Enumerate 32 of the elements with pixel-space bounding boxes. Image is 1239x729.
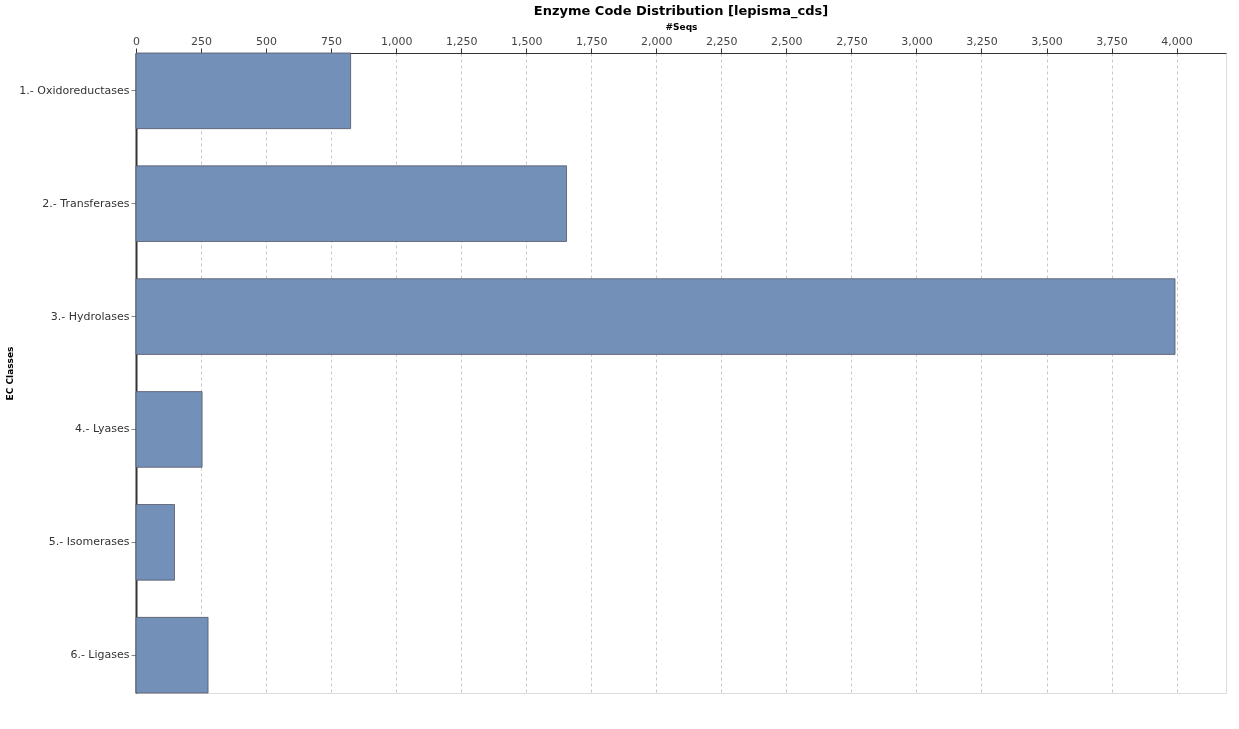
x-tick-label: 0 xyxy=(133,34,140,48)
x-tick-label: 3,750 xyxy=(1096,34,1128,48)
bar xyxy=(135,391,203,468)
bar xyxy=(135,165,567,242)
bar xyxy=(135,278,1176,355)
x-tick-label: 1,250 xyxy=(445,34,478,48)
x-tick-label: 3,250 xyxy=(966,34,998,48)
x-tick-label: 2,250 xyxy=(706,34,738,48)
y-tick-label: 3.- Hydrolases xyxy=(50,309,130,323)
x-tick-label: 3,000 xyxy=(901,34,933,48)
x-tick-label: 250 xyxy=(191,34,213,48)
y-tick-label: 4.- Lyases xyxy=(74,422,130,436)
x-tick-label: 2,500 xyxy=(771,34,803,48)
chart-title: Enzyme Code Distribution [lepisma_cds] xyxy=(533,3,829,19)
x-tick-label: 1,500 xyxy=(510,34,543,48)
y-tick-label: 2.- Transferases xyxy=(42,196,130,210)
x-tick-label: 3,500 xyxy=(1031,34,1063,48)
x-tick-label: 500 xyxy=(256,34,278,48)
x-tick-label: 2,000 xyxy=(641,34,673,48)
y-axis-title: EC Classes xyxy=(5,346,16,401)
x-axis-title: #Seqs xyxy=(665,21,698,32)
x-tick-label: 750 xyxy=(321,34,343,48)
bar xyxy=(135,52,352,130)
x-tick-label: 1,750 xyxy=(576,34,608,48)
x-tick-label: 1,000 xyxy=(380,34,413,48)
x-tick-label: 4,000 xyxy=(1161,34,1193,48)
bar xyxy=(135,504,175,581)
x-tick-label: 2,750 xyxy=(836,34,868,48)
y-tick-label: 6.- Ligases xyxy=(70,648,130,662)
y-tick-label: 5.- Isomerases xyxy=(48,535,130,549)
bar xyxy=(135,616,209,694)
y-tick-label: 1.- Oxidoreductases xyxy=(19,83,130,97)
